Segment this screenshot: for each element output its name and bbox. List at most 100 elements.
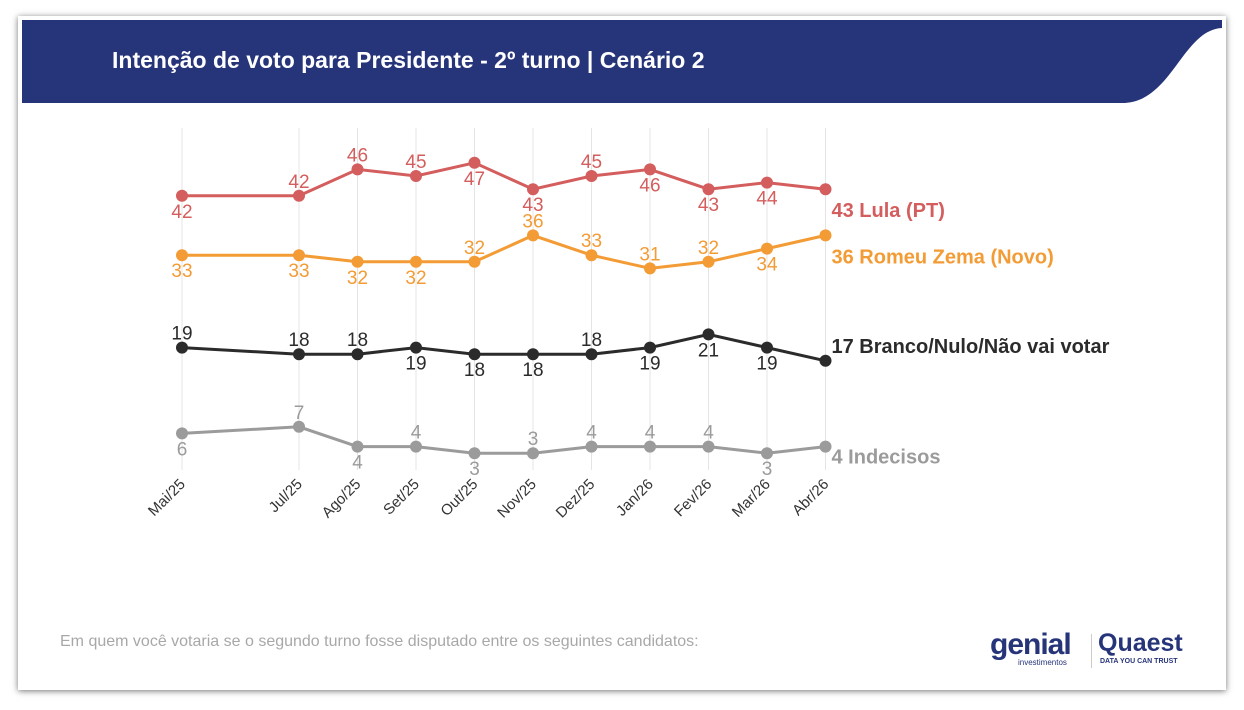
series-line [182, 161, 826, 198]
data-point [410, 341, 422, 354]
data-point [351, 163, 364, 176]
data-label: 4 [411, 423, 422, 444]
x-tick-label: Mai/25 [145, 476, 189, 520]
data-label: 4 [703, 423, 714, 444]
data-label: 7 [294, 403, 305, 424]
data-label: 19 [171, 324, 192, 345]
data-point [644, 341, 656, 354]
data-label: 31 [639, 244, 660, 265]
data-point [176, 427, 188, 440]
data-label: 47 [464, 169, 485, 190]
data-label: 36 [522, 211, 543, 232]
data-label: 43 [698, 195, 719, 216]
data-point [702, 255, 715, 268]
data-point [585, 249, 598, 262]
data-point [410, 440, 422, 453]
x-tick-label: Dez/25 [553, 476, 599, 522]
x-tick-label: Jul/25 [266, 476, 306, 516]
series-end-label: 4 Indecisos [832, 447, 941, 469]
data-label: 45 [581, 152, 602, 173]
data-point [351, 255, 364, 268]
data-point [293, 420, 305, 433]
x-tick-label: Out/25 [437, 476, 481, 520]
data-point [644, 262, 656, 275]
page-title: Intenção de voto para Presidente - 2º tu… [112, 47, 705, 73]
data-label: 33 [288, 261, 309, 282]
header-bar: Intenção de voto para Presidente - 2º tu… [22, 20, 1222, 103]
series-end-label: 36 Romeu Zema (Novo) [832, 246, 1054, 268]
data-point [819, 354, 832, 367]
data-point [468, 348, 481, 361]
data-point [761, 341, 773, 354]
data-label: 32 [698, 238, 719, 259]
data-label: 3 [762, 459, 773, 480]
series-line [181, 425, 826, 455]
x-tick-label: Set/25 [380, 476, 423, 519]
quaest-logo-sub: DATA YOU CAN TRUST [1100, 658, 1178, 665]
data-label: 18 [581, 330, 602, 351]
data-label: 18 [522, 360, 543, 381]
data-label: 18 [347, 330, 368, 351]
data-point [468, 156, 481, 169]
data-label: 32 [405, 268, 426, 289]
data-point [761, 176, 773, 189]
genial-logo: genial [990, 628, 1072, 661]
logo-divider [1091, 634, 1092, 668]
data-label: 46 [347, 145, 368, 166]
logos: genial investimentos Quaest DATA YOU CAN… [988, 628, 1188, 672]
data-point [293, 189, 305, 202]
data-label: 21 [698, 340, 719, 361]
data-label: 43 [522, 195, 543, 216]
chart-subtitle: Em quem você votaria se o segundo turno … [60, 633, 699, 650]
data-point [468, 255, 481, 268]
data-point [176, 189, 188, 202]
data-point [702, 440, 715, 453]
data-label: 34 [756, 255, 778, 276]
data-point [527, 348, 539, 361]
data-point [410, 170, 422, 182]
series-end-label: 43 Lula (PT) [832, 200, 945, 222]
quaest-logo: Quaest [1098, 629, 1183, 657]
data-point [644, 440, 656, 453]
series-line [181, 332, 826, 363]
x-tick-label: Ago/25 [319, 476, 365, 522]
data-point [468, 447, 481, 460]
x-tick-label: Jan/26 [613, 476, 657, 520]
data-label: 32 [347, 268, 368, 289]
data-point [351, 440, 364, 453]
data-label: 3 [528, 429, 539, 450]
data-point [410, 255, 422, 268]
data-label: 45 [405, 152, 426, 173]
series-end-label: 17 Branco/Nulo/Não vai votar [832, 336, 1110, 358]
data-point [351, 348, 364, 361]
genial-logo-sub: investimentos [1018, 658, 1067, 667]
data-point [819, 183, 832, 196]
data-point [176, 341, 188, 354]
data-point [585, 440, 598, 453]
data-label: 6 [177, 439, 188, 460]
data-point [644, 163, 656, 176]
data-point [761, 242, 773, 255]
line-chart: Mai/25 Jul/25 Ago/25 Set/25 Out/25 Nov/25 Dez/… [145, 128, 1110, 522]
data-point [293, 348, 305, 361]
data-label: 19 [405, 354, 426, 375]
data-point [819, 440, 832, 453]
data-point [761, 447, 773, 460]
data-label: 4 [352, 453, 363, 474]
data-label: 3 [469, 459, 480, 480]
x-tick-label: Mar/26 [729, 476, 774, 521]
data-label: 33 [581, 231, 602, 252]
data-point [527, 447, 539, 460]
x-tick-label: Abr/26 [789, 476, 832, 519]
data-point [527, 229, 539, 242]
series-line [182, 233, 826, 270]
data-label: 18 [288, 330, 309, 351]
data-label: 4 [645, 423, 656, 444]
data-point [819, 229, 832, 242]
data-point [527, 183, 539, 196]
data-point [293, 249, 305, 262]
data-point [176, 249, 188, 262]
data-label: 46 [639, 175, 660, 196]
data-point [702, 183, 715, 196]
data-label: 32 [464, 238, 485, 259]
